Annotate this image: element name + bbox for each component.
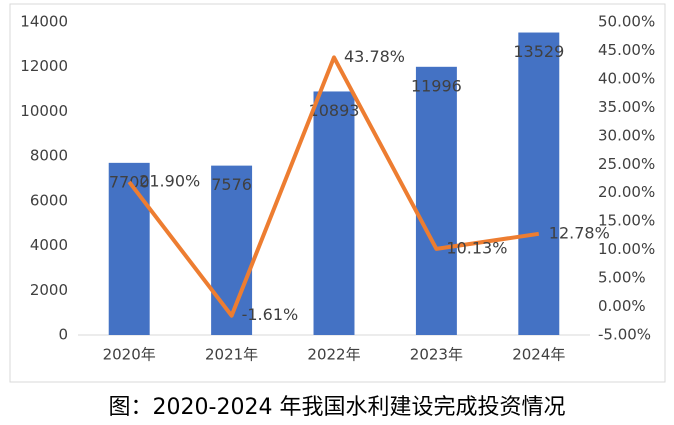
bar-value-label: 7700 bbox=[109, 172, 150, 191]
line-value-label: 21.90% bbox=[139, 171, 200, 190]
y-tick-label: 10000 bbox=[20, 102, 68, 120]
y2-tick-label: -5.00% bbox=[598, 326, 651, 344]
bar-value-label: 7576 bbox=[211, 175, 252, 194]
line-value-label: 10.13% bbox=[446, 238, 507, 257]
x-tick-label: 2021年 bbox=[205, 346, 258, 364]
y2-tick-label: 15.00% bbox=[598, 212, 655, 230]
bar-value-label: 10893 bbox=[309, 101, 360, 120]
x-tick-label: 2023年 bbox=[410, 346, 463, 364]
line-value-label: -1.61% bbox=[242, 305, 299, 324]
x-tick-label: 2024年 bbox=[512, 346, 565, 364]
bar bbox=[108, 162, 150, 335]
y2-tick-label: 40.00% bbox=[598, 69, 655, 87]
line-value-label: 43.78% bbox=[344, 47, 405, 66]
y-tick-label: 4000 bbox=[30, 236, 68, 254]
y2-tick-label: 20.00% bbox=[598, 183, 655, 201]
x-tick-label: 2020年 bbox=[103, 346, 156, 364]
bar bbox=[313, 91, 355, 335]
y-tick-label: 8000 bbox=[30, 147, 68, 165]
bar bbox=[518, 32, 560, 335]
y2-tick-label: 5.00% bbox=[598, 269, 646, 287]
bar bbox=[211, 165, 253, 335]
y2-tick-label: 35.00% bbox=[598, 98, 655, 116]
y2-tick-label: 45.00% bbox=[598, 41, 655, 59]
x-tick-label: 2022年 bbox=[307, 346, 360, 364]
y-tick-label: 6000 bbox=[30, 191, 68, 209]
bar-value-label: 11996 bbox=[411, 76, 462, 95]
line-value-label: 12.78% bbox=[549, 223, 610, 242]
y2-tick-label: 10.00% bbox=[598, 240, 655, 258]
y-tick-label: 2000 bbox=[30, 281, 68, 299]
bar bbox=[415, 66, 457, 335]
y-tick-label: 0 bbox=[58, 326, 68, 344]
y2-tick-label: 30.00% bbox=[598, 126, 655, 144]
bar-value-label: 13529 bbox=[513, 42, 564, 61]
chart-caption: 图：2020-2024 年我国水利建设完成投资情况 bbox=[109, 395, 566, 420]
y-tick-label: 12000 bbox=[20, 57, 68, 75]
y2-tick-label: 25.00% bbox=[598, 155, 655, 173]
y2-tick-label: 0.00% bbox=[598, 297, 646, 315]
y2-tick-label: 50.00% bbox=[598, 13, 655, 31]
line bbox=[127, 55, 540, 318]
y-tick-label: 14000 bbox=[20, 13, 68, 31]
